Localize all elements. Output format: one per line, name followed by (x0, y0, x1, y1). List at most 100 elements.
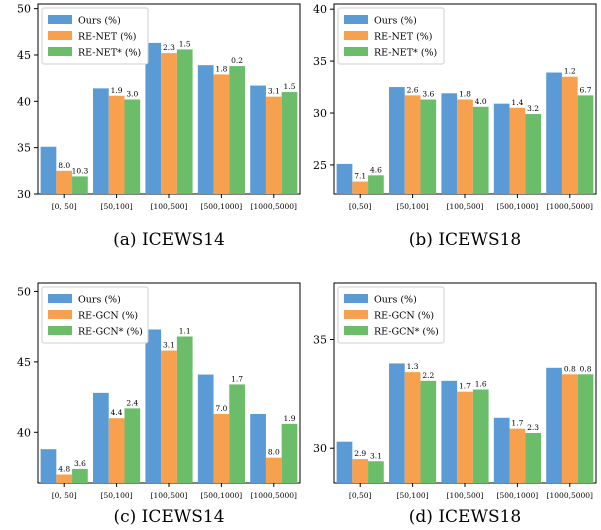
bar-ours (197, 374, 214, 483)
legend-ours-swatch (48, 15, 72, 24)
data-label: 1.7 (511, 419, 523, 428)
y-tick-label: 30 (313, 107, 327, 120)
bar-ours (145, 329, 162, 483)
bar-ours (336, 163, 353, 194)
legend-baseline-label: RE-NET (%) (374, 32, 433, 43)
bar-baseline-star (72, 176, 88, 194)
bar-baseline-star (420, 99, 437, 194)
bar-baseline (108, 418, 125, 483)
data-label: 4.4 (111, 408, 123, 417)
legend-baseline-star-swatch (48, 326, 72, 335)
data-label: 2.4 (126, 398, 138, 407)
y-tick-label: 35 (313, 55, 327, 68)
bar-baseline (265, 457, 282, 483)
bar-ours (441, 93, 458, 194)
panel-b-icews18: 25 30 35 40 7.1 4.6 [0,50] 2.6 3.6 [50,100] 1.8 4.0… (313, 3, 597, 250)
panel-caption: (c) ICEWS14 (113, 507, 224, 527)
bar-ours (40, 146, 57, 194)
x-tick-label: [50,100] (397, 202, 429, 211)
bar-ours (145, 42, 162, 194)
data-label: 8.0 (268, 448, 280, 457)
x-tick-label: [0,50] (349, 202, 372, 211)
bar-baseline-star (368, 175, 384, 194)
data-label: 1.5 (284, 82, 296, 91)
bar-baseline-star (176, 336, 193, 483)
y-tick-label: 50 (17, 3, 31, 16)
data-label: 2.6 (407, 85, 419, 94)
legend-baseline-star-label: RE-GCN* (%) (374, 327, 439, 338)
x-tick-label: [0, 50] (52, 491, 77, 500)
bar-ours (493, 103, 510, 194)
bar-ours (93, 88, 109, 194)
bar-baseline-star (124, 99, 141, 194)
x-tick-label: [50,100] (101, 202, 133, 211)
bar-baseline (509, 428, 526, 483)
legend-ours-label: Ours (%) (374, 295, 417, 306)
legend-ours-label: Ours (%) (78, 295, 121, 306)
bar-baseline (56, 170, 73, 194)
panel-a-icews14: 30 35 40 45 50 8.010.3 [0, 50] 1.9 3.0 [50,100] 2.… (17, 3, 301, 250)
x-tick-label: [1000,5000] (547, 202, 593, 211)
data-label: 3.1 (163, 341, 175, 350)
bar-baseline (352, 459, 369, 483)
x-tick-label: [500,1000] (497, 491, 539, 500)
bar-baseline (509, 107, 526, 194)
y-tick-label: 40 (17, 95, 31, 108)
x-tick-label: [0, 50] (52, 202, 77, 211)
x-tick-label: [0,50] (349, 491, 372, 500)
data-label: 1.7 (231, 374, 243, 383)
legend-baseline-star-label: RE-NET* (%) (374, 48, 437, 59)
data-label: 3.6 (74, 459, 86, 468)
bar-baseline-star (525, 114, 541, 194)
y-tick-label: 40 (17, 426, 31, 439)
data-label: 3.1 (370, 451, 382, 460)
panel-caption: (a) ICEWS14 (113, 230, 225, 250)
data-label: 4.8 (58, 465, 70, 474)
data-label: 4.6 (370, 165, 382, 174)
x-tick-label: [100,500] (151, 202, 188, 211)
x-tick-label: [500,1000] (201, 202, 243, 211)
legend-baseline-label: RE-GCN (%) (78, 311, 138, 322)
bar-baseline (561, 76, 578, 194)
bar-baseline-star (577, 95, 594, 194)
bar-baseline (108, 95, 125, 194)
legend-baseline-star-swatch (48, 47, 72, 56)
legend-baseline-star-swatch (344, 47, 368, 56)
data-label: 3.1 (268, 87, 280, 96)
bar-baseline-star (577, 374, 594, 483)
panel-caption: (b) ICEWS18 (409, 230, 521, 250)
bar-baseline-star (72, 468, 88, 483)
bar-ours (93, 392, 109, 483)
legend: Ours (%) RE-NET (%) RE-NET* (%) (337, 7, 445, 65)
bar-baseline (457, 99, 473, 194)
legend-baseline-label: RE-GCN (%) (374, 311, 434, 322)
y-tick-label: 35 (313, 334, 327, 347)
bar-baseline (265, 96, 282, 194)
bar-ours (250, 413, 266, 483)
bar-baseline-star (420, 380, 437, 483)
bar-baseline (161, 53, 177, 195)
bar-baseline-star (124, 408, 141, 483)
legend-baseline-star-label: RE-GCN* (%) (78, 327, 143, 338)
data-label: 1.2 (564, 67, 576, 76)
legend: Ours (%) RE-NET (%) RE-NET* (%) (41, 7, 149, 65)
bar-baseline (56, 474, 73, 483)
data-label: 3.0 (126, 89, 138, 98)
bar-baseline (213, 413, 230, 483)
data-label: 1.6 (475, 380, 487, 389)
legend-ours-label: Ours (%) (78, 16, 121, 27)
data-label: 1.8 (459, 90, 471, 99)
data-label: 7.1 (354, 172, 366, 181)
bar-baseline (404, 372, 421, 483)
bar-baseline (457, 391, 473, 483)
x-tick-label: [100,500] (447, 491, 484, 500)
y-tick-label: 40 (313, 3, 327, 16)
x-tick-label: [1000,5000] (251, 202, 297, 211)
data-label: 0.2 (231, 56, 243, 65)
panel-caption: (d) ICEWS18 (409, 507, 521, 527)
legend-baseline-swatch (48, 310, 72, 319)
x-tick-label: [100,500] (151, 491, 188, 500)
bar-ours (546, 72, 562, 194)
bar-baseline-star (525, 433, 541, 483)
data-label: 1.9 (284, 414, 296, 423)
